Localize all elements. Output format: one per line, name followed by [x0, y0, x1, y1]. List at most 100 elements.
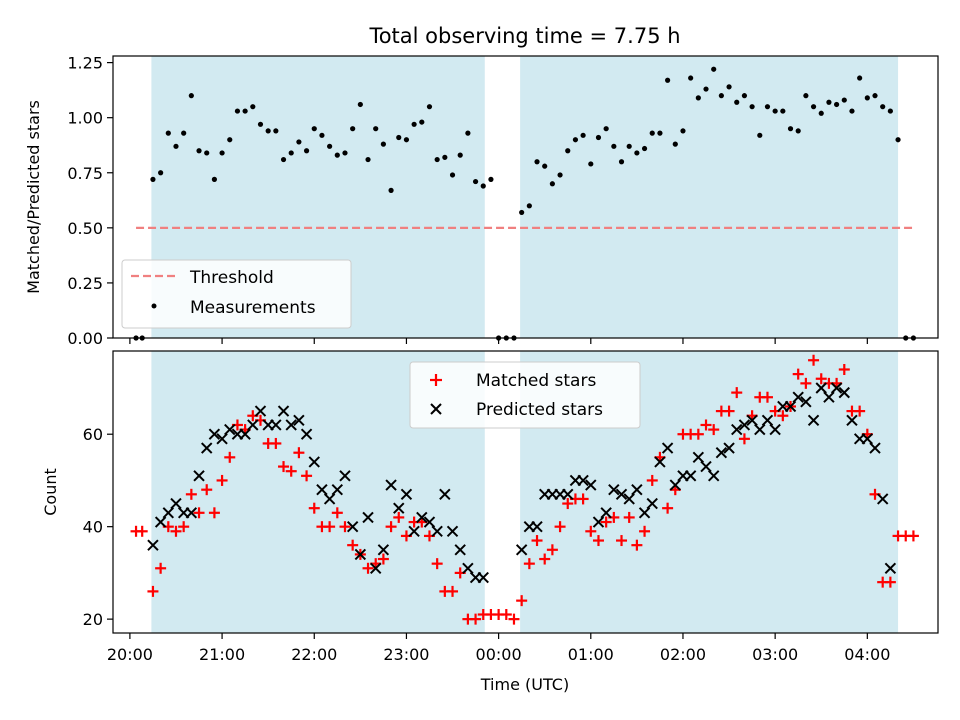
measurement-point [158, 170, 164, 176]
measurement-point [357, 101, 363, 108]
matched-star-point [562, 498, 574, 510]
measurement-point [834, 101, 840, 108]
predicted-star-point [830, 382, 843, 394]
x-tick-label: 03:00 [752, 645, 798, 664]
matched-star-point [838, 363, 850, 375]
measurement-point [887, 108, 893, 114]
matched-legend-swatch [430, 374, 442, 386]
predicted-star-point [631, 483, 643, 496]
matched-star-point [136, 525, 148, 537]
matched-star-point [777, 410, 789, 422]
top-axes-frame [112, 55, 939, 339]
y-tick-label: 40 [83, 518, 103, 537]
matched-star-point [285, 465, 297, 477]
measurement-point [557, 172, 563, 178]
predicted-star-point [208, 428, 221, 440]
matched-star-point [616, 535, 628, 547]
predicted-star-point [692, 451, 705, 464]
measurement-point [288, 150, 294, 156]
matched-star-point [808, 354, 820, 366]
matched-star-point [339, 521, 351, 533]
matched-star-point [185, 488, 197, 500]
predicted-star-point [815, 382, 827, 394]
predicted-star-point [723, 442, 735, 454]
predicted-star-point [423, 516, 436, 528]
measurement-point [465, 130, 471, 136]
matched-star-point [546, 544, 558, 556]
measurement-point [273, 128, 279, 134]
matched-star-point [470, 613, 482, 625]
measurement-point [472, 178, 479, 185]
matched-star-point [585, 525, 597, 537]
measurement-point [350, 126, 356, 132]
matched-star-point [301, 470, 313, 482]
matched-star-point [293, 447, 305, 459]
predicted-star-point [454, 544, 466, 556]
predicted-legend-swatch [430, 403, 442, 415]
predicted-star-point [285, 419, 297, 431]
predicted-star-point [784, 400, 797, 413]
measurement-point [234, 108, 241, 114]
matched-star-point [324, 521, 336, 533]
predicted-star-point [224, 423, 236, 436]
predicted-star-point [684, 470, 697, 482]
measurement-point [173, 143, 179, 149]
matched-star-point [646, 474, 658, 486]
measurement-point [795, 128, 801, 134]
predicted-star-point [400, 488, 413, 501]
matched-star-point [385, 521, 397, 533]
measurement-point [718, 93, 724, 99]
matched-star-point [854, 405, 866, 417]
predicted-star-point [876, 493, 889, 505]
measurement-point [595, 134, 602, 141]
y-tick-label: 60 [83, 425, 103, 444]
measurement-point [849, 108, 855, 114]
measurements-legend-label: Measurements [190, 298, 316, 318]
measurement-point [196, 148, 202, 154]
x-tick-label: 01:00 [568, 645, 614, 664]
predicted-star-point [193, 470, 205, 482]
predicted-star-point [446, 525, 459, 538]
predicted-star-point [377, 544, 390, 556]
bottom-axes-frame [112, 350, 939, 634]
top-y-axis: 0.00 0.25 0.50 0.75 1.00 1.25 [67, 54, 113, 348]
measurement-point [542, 163, 548, 169]
predicted-star-point [608, 483, 620, 496]
matched-star-point [800, 377, 812, 389]
measurement-point [588, 161, 594, 167]
predicted-star-point [323, 493, 336, 505]
top-legend: Threshold Measurements [121, 259, 352, 329]
matched-star-point [362, 562, 374, 574]
measurement-point [895, 137, 901, 143]
predicted-star-point [170, 497, 182, 510]
matched-star-point [723, 405, 735, 417]
matched-star-point [508, 613, 520, 625]
predicted-legend-label: Predicted stars [476, 400, 603, 420]
x-tick-label: 22:00 [291, 645, 337, 664]
measurement-point [373, 126, 379, 132]
measurement-point [165, 130, 171, 136]
x-tick-label: 20:00 [107, 645, 153, 664]
predicted-star-point [431, 525, 443, 538]
x-tick-label: 23:00 [383, 645, 429, 664]
bottom-y-axis-label: Count [41, 468, 60, 516]
matched-star-point [592, 535, 604, 547]
matched-star-point [500, 609, 512, 621]
measurement-point [880, 104, 886, 110]
measurement-point [764, 104, 771, 110]
measurement-point [572, 137, 579, 143]
measurement-point [265, 128, 271, 134]
measurement-point [565, 148, 571, 154]
matched-star-point [623, 511, 635, 523]
measurement-point [780, 108, 786, 114]
predicted-star-point [147, 539, 159, 551]
matched-star-point [600, 516, 612, 528]
measurement-point [872, 93, 878, 99]
measurement-point [749, 104, 755, 110]
measurement-point [380, 141, 386, 147]
measurement-point [695, 95, 701, 101]
bottom-x-axis: 20:00 21:00 22:00 23:00 00:00 01:00 02:00 03:00… [107, 633, 890, 664]
x-tick-label: 00:00 [476, 645, 522, 664]
matched-star-point [631, 539, 643, 551]
matched-star-point [761, 391, 773, 403]
